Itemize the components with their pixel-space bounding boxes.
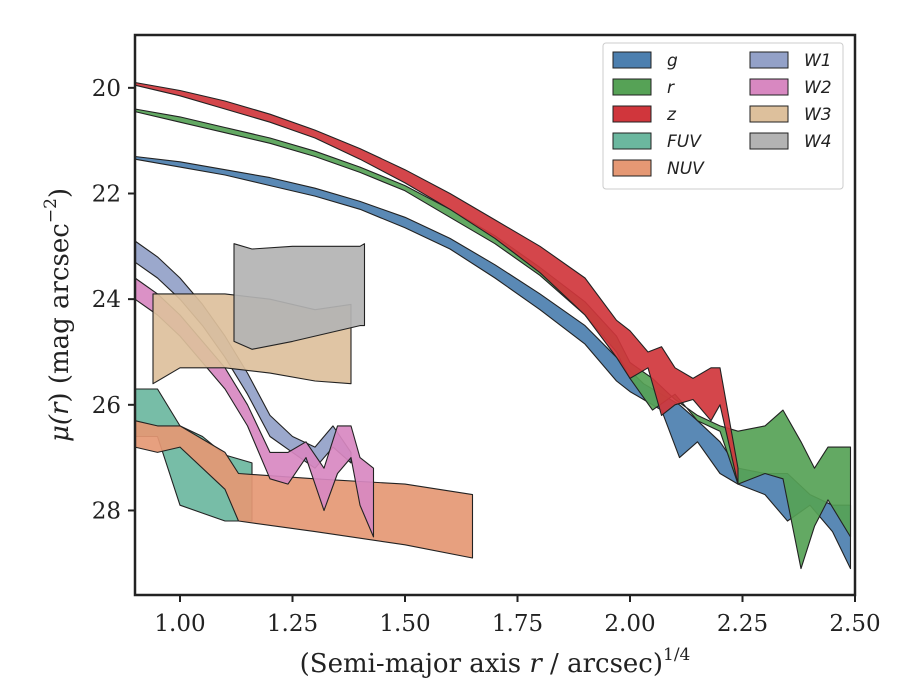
band-W4 bbox=[233, 243, 366, 350]
legend-label-W4: W4 bbox=[804, 132, 832, 152]
y-axis-label-mu: μ( bbox=[45, 414, 75, 442]
y-tick-label: 22 bbox=[92, 181, 121, 207]
legend-label-NUV: NUV bbox=[667, 159, 705, 179]
x-tick-label: 1.25 bbox=[267, 611, 318, 637]
x-axis-ticks: 1.00 1.25 1.50 1.75 2.00 2.25 2.50 bbox=[154, 595, 881, 637]
x-tick-label: 1.75 bbox=[492, 611, 543, 637]
legend-label-W2: W2 bbox=[804, 78, 832, 98]
legend-swatch-W3 bbox=[749, 105, 789, 123]
legend-label-r: r bbox=[667, 78, 675, 98]
y-axis-label-close: ) bbox=[45, 188, 75, 198]
y-axis-label-var: r bbox=[45, 401, 75, 415]
legend-swatch-FUV bbox=[612, 132, 652, 150]
series-bands bbox=[134, 81, 852, 570]
y-axis-label: μ(r) (mag arcsec−2) bbox=[41, 188, 75, 442]
x-tick-label: 2.00 bbox=[604, 611, 655, 637]
x-axis-label: (Semi-major axis r / arcsec)1/4 bbox=[300, 645, 691, 679]
x-tick-label: 2.25 bbox=[717, 611, 768, 637]
legend-swatch-r bbox=[612, 78, 652, 96]
x-axis-label-exponent: 1/4 bbox=[663, 645, 690, 665]
x-axis-label-var: r bbox=[529, 649, 543, 679]
legend: grz FUV NUV W1 W2 W3 W4 bbox=[602, 42, 844, 190]
legend-label-g: g bbox=[667, 51, 678, 71]
y-axis-ticks: 20 22 24 26 28 bbox=[92, 76, 135, 524]
x-axis-label-main: (Semi-major axis bbox=[300, 649, 530, 679]
y-tick-label: 26 bbox=[92, 393, 121, 419]
legend-swatch-W2 bbox=[749, 78, 789, 96]
y-axis-label-exponent: −2 bbox=[41, 198, 61, 223]
legend-label-W3: W3 bbox=[804, 105, 832, 125]
legend-swatch-g bbox=[612, 51, 652, 69]
legend-label-z: z bbox=[666, 105, 677, 125]
legend-swatch-W1 bbox=[749, 51, 789, 69]
legend-swatch-z bbox=[612, 105, 652, 123]
band-z bbox=[134, 81, 739, 485]
y-axis-label-rest: ) (mag arcsec bbox=[45, 223, 75, 402]
x-tick-label: 1.50 bbox=[379, 611, 430, 637]
y-tick-label: 28 bbox=[92, 498, 121, 524]
legend-label-FUV: FUV bbox=[667, 132, 702, 152]
x-tick-label: 1.00 bbox=[154, 611, 205, 637]
y-tick-label: 20 bbox=[92, 76, 121, 102]
band-g bbox=[134, 155, 852, 570]
x-axis-label-rest: / arcsec) bbox=[542, 649, 663, 679]
plot-frame bbox=[133, 33, 857, 597]
band-NUV bbox=[134, 420, 474, 559]
legend-swatch-NUV bbox=[612, 159, 652, 177]
legend-label-W1: W1 bbox=[804, 51, 832, 71]
legend-swatch-W4 bbox=[749, 132, 789, 150]
x-tick-label: 2.50 bbox=[829, 611, 880, 637]
y-tick-label: 24 bbox=[92, 287, 121, 313]
